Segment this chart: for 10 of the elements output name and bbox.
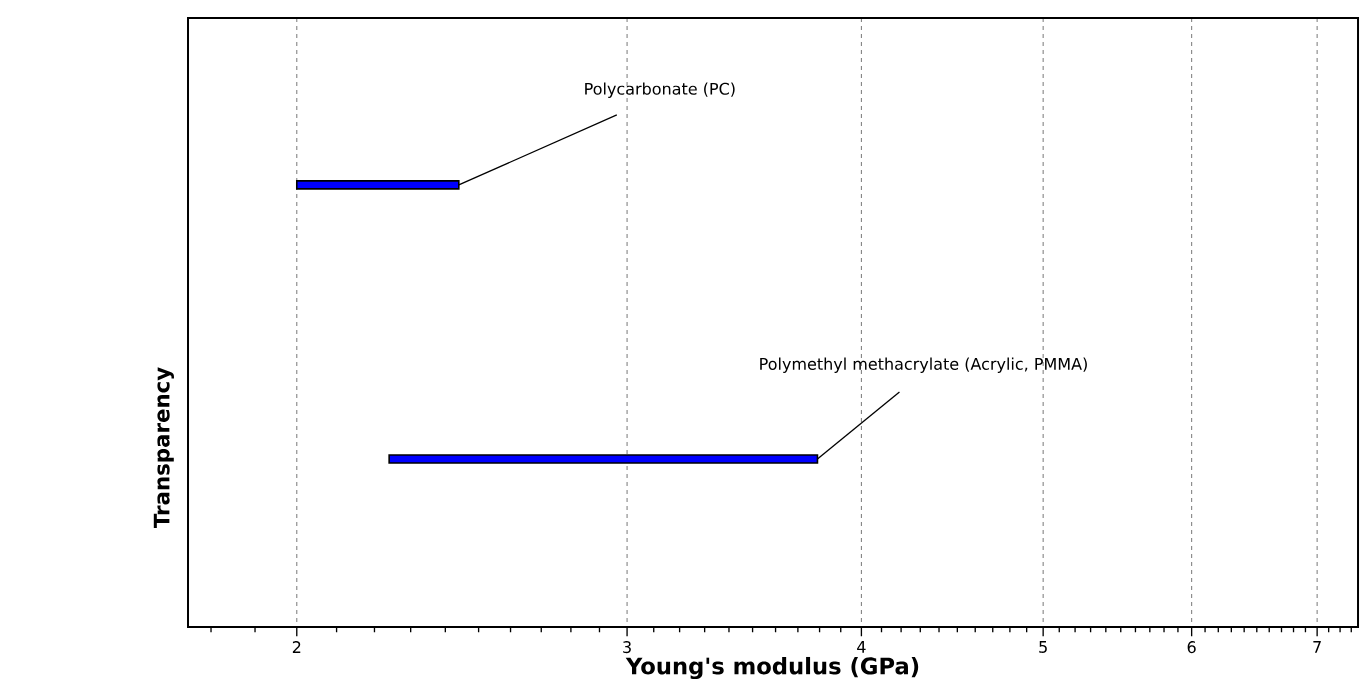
x-axis-title: Young's modulus (GPa) (625, 656, 919, 680)
x-tick-label: 7 (1313, 641, 1321, 653)
x-tick-label: 6 (1187, 641, 1196, 654)
annotation: Polycarbonate (PC) (585, 82, 735, 98)
x-tick-label: 5 (1039, 641, 1047, 653)
x-tick-label: 4 (857, 641, 866, 653)
x-tick-label: 2 (292, 641, 301, 653)
y-axis-title: Transparency (153, 367, 174, 529)
annotation: Polymethyl methacrylate (Acrylic, PMMA) (760, 357, 1087, 373)
x-tick-label: 3 (623, 641, 631, 654)
